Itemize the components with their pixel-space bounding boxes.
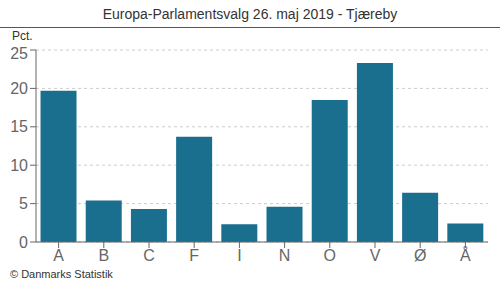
- html-text:Europa-Parlamentsvalg 26. maj: Europa-Parlamentsvalg 26. maj 2019 - Tjæ…: [102, 6, 398, 22]
- svg-text:5: 5: [19, 195, 28, 212]
- svg-text:A: A: [53, 247, 64, 264]
- svg-text:O: O: [324, 247, 336, 264]
- html-text:© Danmarks Statistik: © Danmarks Statistik: [10, 268, 113, 280]
- svg-text:F: F: [189, 247, 199, 264]
- svg-text:V: V: [370, 247, 381, 264]
- svg-text:B: B: [98, 247, 109, 264]
- svg-text:N: N: [279, 247, 291, 264]
- svg-text:0: 0: [19, 234, 28, 251]
- svg-text:I: I: [237, 247, 241, 264]
- svg-text:25: 25: [10, 45, 28, 62]
- html-text:Pct.: Pct.: [12, 29, 33, 43]
- svg-text:Å: Å: [460, 246, 471, 264]
- svg-text:C: C: [143, 247, 155, 264]
- svg-text:15: 15: [10, 118, 28, 135]
- svg-text:10: 10: [10, 157, 28, 174]
- svg-text:20: 20: [10, 80, 28, 97]
- svg-text:Ø: Ø: [414, 247, 426, 264]
